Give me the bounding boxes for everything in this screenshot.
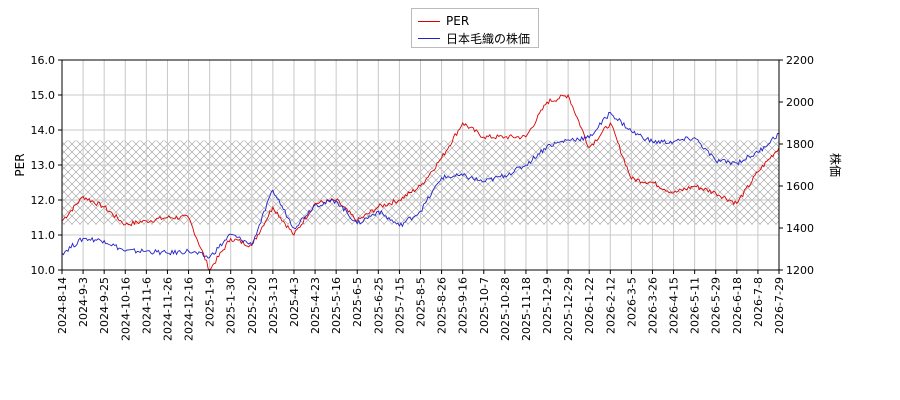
x-tick-label: 2025-1-30 [225, 277, 238, 334]
x-tick-label: 2025-4-23 [309, 277, 322, 334]
left-axis-label: PER [13, 153, 27, 176]
legend-item-per: PER [418, 13, 469, 29]
x-tick-label: 2025-8-5 [415, 277, 428, 327]
x-tick-label: 2025-12-29 [562, 277, 575, 341]
x-tick-label: 2026-5-11 [689, 277, 702, 334]
x-tick-label: 2026-7-8 [752, 277, 765, 327]
series-lines [61, 93, 780, 271]
left-tick-label: 16.0 [31, 54, 56, 67]
x-tick-label: 2024-11-26 [161, 277, 174, 341]
right-y-axis: 1200 1400 1600 1800 2000 2200 [779, 54, 814, 277]
series-line-price [61, 112, 780, 259]
x-tick-label: 2025-10-7 [478, 277, 491, 334]
right-tick-label: 1600 [786, 180, 814, 193]
left-tick-label: 10.0 [31, 264, 56, 277]
series-line-per [61, 93, 780, 271]
x-tick-label: 2026-3-26 [646, 277, 659, 334]
right-tick-label: 2200 [786, 54, 814, 67]
x-tick-label: 2025-6-25 [372, 277, 385, 334]
x-tick-label: 2024-12-16 [183, 277, 196, 341]
x-tick-label: 2024-8-14 [56, 277, 69, 334]
left-tick-label: 13.0 [31, 159, 56, 172]
x-tick-label: 2026-3-5 [625, 277, 638, 327]
right-tick-label: 1400 [786, 222, 814, 235]
x-tick-label: 2024-10-16 [119, 277, 132, 341]
x-tick-label: 2025-11-18 [520, 277, 533, 341]
right-axis-label: 株価 [828, 153, 843, 177]
x-tick-label: 2024-11-6 [140, 277, 153, 334]
legend-label-price: 日本毛織の株価 [446, 31, 531, 46]
x-tick-label: 2026-5-29 [710, 277, 723, 334]
x-tick-label: 2026-2-12 [604, 277, 617, 334]
x-tick-label: 2025-9-16 [457, 277, 470, 334]
x-tick-label: 2025-2-20 [246, 277, 259, 334]
x-tick-label: 2025-1-9 [204, 277, 217, 327]
right-tick-label: 2000 [786, 96, 814, 109]
left-tick-label: 11.0 [31, 229, 56, 242]
legend-swatch-per [418, 20, 440, 22]
x-tick-label: 2025-6-5 [351, 277, 364, 327]
x-tick-label: 2025-5-16 [330, 277, 343, 334]
x-tick-label: 2026-4-15 [668, 277, 681, 334]
x-tick-label: 2025-8-26 [436, 277, 449, 334]
x-tick-label: 2025-10-28 [499, 277, 512, 341]
right-tick-label: 1200 [786, 264, 814, 277]
x-tick-label: 2026-1-22 [583, 277, 596, 334]
x-tick-label: 2024-9-3 [77, 277, 90, 327]
legend: PER 日本毛織の株価 [411, 8, 539, 48]
legend-item-price: 日本毛織の株価 [418, 30, 530, 46]
legend-swatch-price [418, 37, 440, 39]
left-tick-label: 15.0 [31, 89, 56, 102]
left-y-axis: 10.0 11.0 12.0 13.0 14.0 15.0 16.0 [31, 54, 62, 277]
legend-label-per: PER [446, 14, 470, 28]
x-tick-label: 2026-7-29 [773, 277, 786, 334]
x-tick-label: 2025-12-9 [541, 277, 554, 334]
x-tick-label: 2024-9-25 [98, 277, 111, 334]
x-tick-label: 2025-7-15 [393, 277, 406, 334]
x-tick-label: 2025-3-13 [267, 277, 280, 334]
left-tick-label: 12.0 [31, 194, 56, 207]
left-tick-label: 14.0 [31, 124, 56, 137]
x-axis: 2024-8-14 2024-9-3 2024-9-25 2024-10-16 2024… [56, 270, 786, 341]
x-tick-label: 2026-6-18 [731, 277, 744, 334]
x-tick-label: 2025-4-3 [288, 277, 301, 327]
right-tick-label: 1800 [786, 138, 814, 151]
